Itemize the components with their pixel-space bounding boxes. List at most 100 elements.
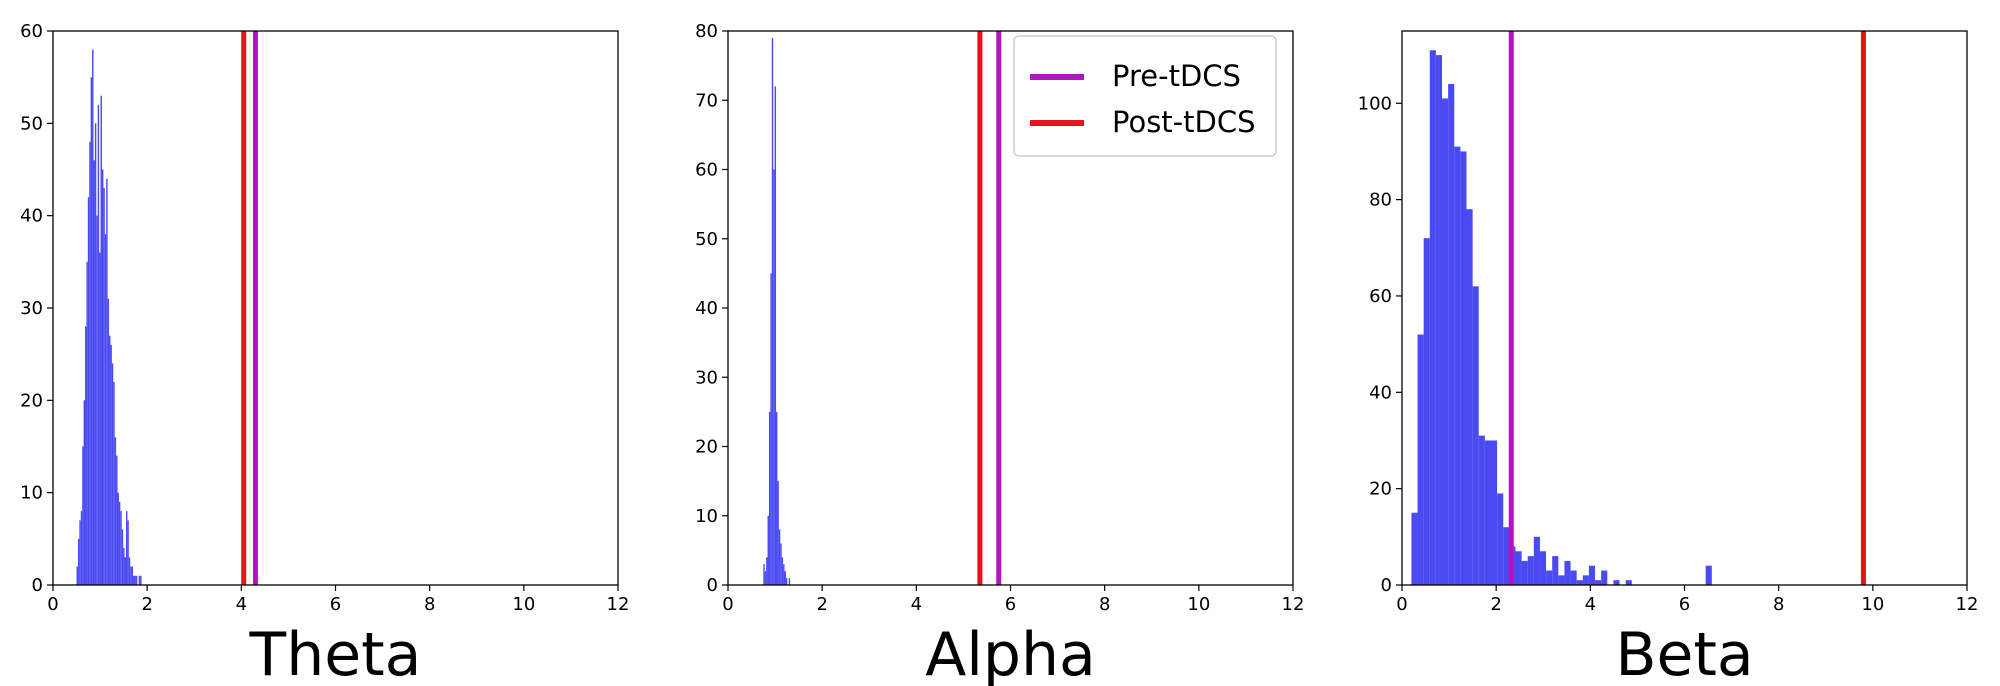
theta-hist-bar (114, 437, 117, 585)
beta-hist-bar (1570, 570, 1577, 585)
theta-y-tick-label: 20 (20, 390, 43, 411)
theta-hist-bar (117, 492, 119, 585)
beta-hist-bar (1564, 560, 1571, 585)
alpha-hist-bar (780, 543, 782, 585)
theta-hist-bar (96, 215, 98, 586)
beta-hist-bar (1472, 286, 1479, 585)
alpha-hist-bar (788, 578, 791, 585)
theta-hist-bar (109, 335, 111, 585)
alpha-hist-bar (783, 564, 785, 585)
alpha-x-tick-label: 10 (1187, 594, 1210, 615)
alpha-x-tick-label: 8 (1099, 594, 1110, 615)
beta-y-tick-label: 80 (1369, 190, 1392, 211)
theta-hist-bar (103, 187, 105, 585)
theta-y-tick-label: 10 (20, 483, 43, 504)
theta-hist-bar (138, 575, 141, 585)
alpha-hist-bar (777, 481, 779, 586)
theta-hist-bar (120, 511, 122, 585)
alpha-hist-bar (774, 86, 777, 586)
alpha-hist-bar (784, 571, 786, 585)
theta-hist-bar (93, 160, 95, 585)
alpha-hist-bar (785, 578, 788, 585)
beta-hist-bar (1588, 565, 1596, 585)
alpha-hist-bar (776, 411, 778, 586)
alpha-y-tick-label: 40 (695, 298, 718, 319)
alpha-x-tick-label: 6 (1005, 594, 1016, 615)
theta-hist-bar (116, 455, 118, 585)
alpha-hist-bar (767, 515, 769, 585)
alpha-x-tick-label: 4 (911, 594, 922, 615)
beta-hist-bar (1442, 98, 1449, 585)
theta-hist-bar (79, 520, 81, 585)
beta-hist-bar (1411, 512, 1418, 585)
alpha-title: Alpha (925, 620, 1096, 686)
beta-hist-bar (1484, 440, 1491, 585)
theta-hist-bar (87, 197, 90, 585)
theta-x-tick-label: 0 (47, 594, 58, 615)
beta-x-tick-label: 6 (1679, 594, 1690, 615)
beta-y-tick-label: 60 (1369, 286, 1392, 307)
theta-hist-bar (86, 261, 88, 585)
theta-hist-bar (111, 363, 114, 585)
theta-hist-bar (131, 566, 134, 585)
beta-x-tick-label: 2 (1490, 594, 1501, 615)
alpha-y-tick-label: 0 (707, 575, 718, 596)
theta-hist-bar (85, 326, 87, 585)
theta-hist-bar (113, 381, 115, 585)
theta-hist-bar (80, 511, 83, 585)
alpha-y-tick-label: 50 (695, 229, 718, 250)
theta-y-tick-label: 30 (20, 298, 43, 319)
beta-hist-bar (1454, 146, 1461, 585)
beta-hist-bar (1490, 440, 1498, 585)
theta-x-tick-label: 10 (512, 594, 535, 615)
beta-hist-bar (1558, 575, 1565, 585)
beta-hist-bar (1595, 580, 1602, 585)
beta-hist-bar (1705, 565, 1712, 585)
beta-y-tick-label: 0 (1381, 575, 1392, 596)
beta-hist-bar (1533, 536, 1540, 585)
alpha-hist-bar (781, 557, 784, 585)
beta-hist-bar (1429, 50, 1436, 585)
theta-hist-bar (83, 400, 86, 585)
theta-hist-bar (110, 344, 112, 585)
theta-hist-bar (140, 575, 142, 585)
beta-hist-bar (1521, 560, 1528, 585)
theta-hist-bar (106, 178, 108, 586)
theta-hist-bar (100, 95, 102, 585)
alpha-hist-bar (763, 564, 765, 585)
theta-x-tick-label: 8 (424, 594, 435, 615)
theta-x-tick-label: 4 (236, 594, 247, 615)
beta-x-tick-label: 4 (1585, 594, 1596, 615)
alpha-x-tick-label: 12 (1282, 594, 1305, 615)
theta-hist-bar (77, 538, 80, 585)
alpha-y-tick-label: 30 (695, 367, 718, 388)
alpha-y-tick-label: 20 (695, 437, 718, 458)
theta-x-tick-label: 2 (141, 594, 152, 615)
legend-pre-label: Pre-tDCS (1112, 59, 1241, 93)
theta-y-tick-label: 60 (20, 21, 43, 42)
theta-y-tick-label: 50 (20, 113, 43, 134)
beta-hist-bar (1435, 55, 1443, 585)
beta-hist-bar (1503, 527, 1510, 585)
theta-hist-bar (90, 77, 93, 586)
legend-post-label: Post-tDCS (1112, 105, 1256, 139)
theta-y-tick-label: 0 (32, 575, 43, 596)
theta-hist-bar (127, 520, 129, 585)
beta-x-tick-label: 0 (1396, 594, 1407, 615)
beta-hist-bar (1478, 435, 1485, 585)
theta-hist-bar (82, 446, 84, 585)
theta-axes-frame (52, 30, 619, 586)
alpha-panel: 0 2 4 6 8 10 12 0 10 20 30 40 50 60 70 80 Alpha (695, 21, 1304, 686)
alpha-hist-bar (778, 529, 781, 585)
beta-hist-bar (1546, 570, 1553, 585)
theta-hist-bar (121, 529, 124, 585)
theta-hist-bar (135, 575, 138, 585)
beta-hist-bar (1448, 83, 1455, 586)
beta-hist-bar (1576, 580, 1583, 585)
alpha-x-tick-label: 0 (722, 594, 733, 615)
alpha-y-tick-label: 70 (695, 90, 718, 111)
theta-x-tick-label: 12 (607, 594, 630, 615)
theta-hist-bar (133, 575, 135, 585)
theta-hist-bar (118, 501, 121, 585)
